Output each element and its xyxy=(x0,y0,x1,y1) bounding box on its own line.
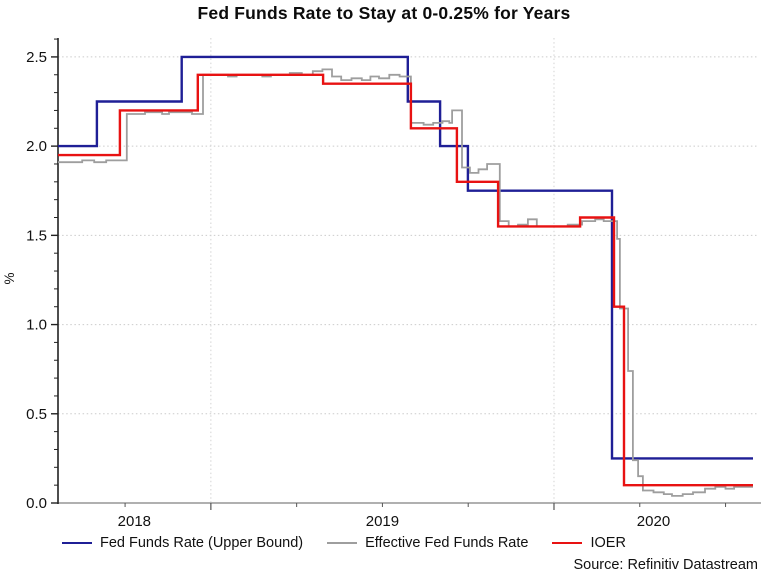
y-axis-tick-label: 0.5 xyxy=(26,406,47,423)
y-axis-tick-label: 1.0 xyxy=(26,317,47,334)
series-line-effective-fed-funds-rate xyxy=(58,68,753,497)
x-axis-year-label: 2018 xyxy=(118,513,151,530)
legend-label-ioer: IOER xyxy=(590,535,626,551)
y-axis-tick-label: 1.5 xyxy=(26,227,47,244)
legend-swatch-ioer xyxy=(552,542,583,544)
legend-label-fed-funds-upper: Fed Funds Rate (Upper Bound) xyxy=(100,535,304,551)
y-axis-title: % xyxy=(2,272,17,284)
legend-label-effective-rate: Effective Fed Funds Rate xyxy=(365,535,529,551)
legend-item-effective-rate: Effective Fed Funds Rate xyxy=(327,535,528,551)
x-axis-year-label: 2020 xyxy=(637,513,670,530)
source-attribution: Source: Refinitiv Datastream xyxy=(573,557,758,573)
chart-legend: Fed Funds Rate (Upper Bound) Effective F… xyxy=(62,535,626,551)
chart-title: Fed Funds Rate to Stay at 0-0.25% for Ye… xyxy=(197,3,571,23)
y-axis-tick-label: 2.5 xyxy=(26,49,47,66)
y-axis-tick-label: 0.0 xyxy=(26,495,47,512)
legend-item-fed-funds-upper: Fed Funds Rate (Upper Bound) xyxy=(62,535,303,551)
series-line-ioer xyxy=(58,73,753,487)
legend-item-ioer: IOER xyxy=(552,535,626,551)
legend-swatch-effective-rate xyxy=(327,542,358,544)
series-line-fed-funds-rate-upper-bound xyxy=(58,55,753,460)
legend-swatch-fed-funds-upper xyxy=(62,542,92,544)
x-axis-year-label: 2019 xyxy=(366,513,399,530)
y-axis-tick-label: 2.0 xyxy=(26,138,47,155)
